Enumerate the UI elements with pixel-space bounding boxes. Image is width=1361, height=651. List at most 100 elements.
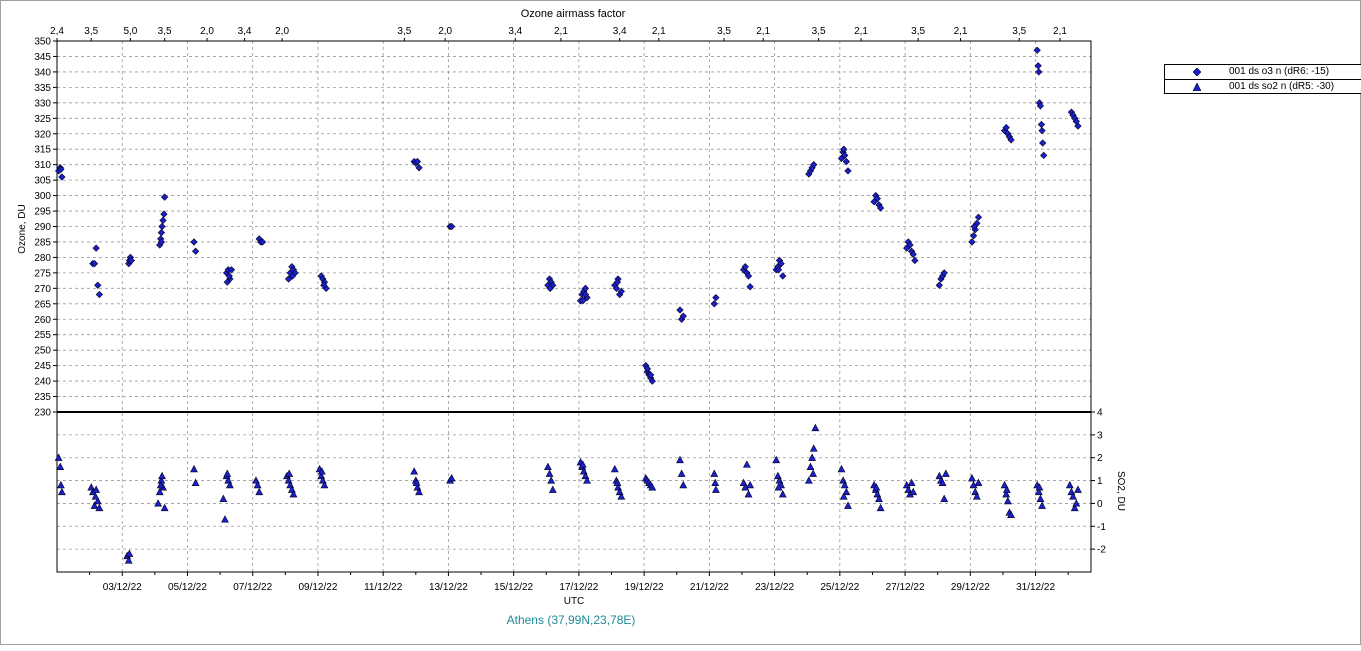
so2-point bbox=[677, 469, 686, 477]
so2-point bbox=[648, 483, 657, 491]
so2-point bbox=[839, 492, 848, 500]
so2-tick-label: 1 bbox=[1097, 476, 1103, 487]
airmass-tick-label: 2,1 bbox=[554, 26, 568, 37]
o3-point bbox=[1033, 46, 1041, 54]
airmass-tick-label: 2,0 bbox=[275, 26, 289, 37]
ozone-tick-label: 270 bbox=[34, 284, 51, 295]
diamond-marker-icon bbox=[1193, 68, 1201, 76]
date-tick-label: 29/12/22 bbox=[951, 582, 990, 593]
o3-point bbox=[911, 256, 919, 265]
airmass-tick-label: 2,4 bbox=[50, 26, 64, 37]
so2-point bbox=[1002, 490, 1011, 498]
airmass-tick-label: 5,0 bbox=[123, 26, 137, 37]
airmass-tick-label: 3,5 bbox=[84, 26, 98, 37]
o3-point bbox=[159, 216, 167, 224]
o3-point bbox=[873, 195, 881, 203]
so2-point bbox=[285, 469, 294, 477]
date-tick-label: 09/12/22 bbox=[298, 582, 337, 593]
airmass-tick-label: 3,4 bbox=[238, 26, 252, 37]
so2-point bbox=[547, 476, 556, 484]
airmass-tick-label: 2,1 bbox=[854, 26, 868, 37]
so2-point bbox=[93, 496, 102, 505]
so2-point bbox=[54, 453, 63, 461]
o3-point bbox=[579, 297, 587, 305]
o3-point bbox=[741, 263, 749, 271]
o3-point bbox=[940, 269, 948, 277]
airmass-tick-label: 2,1 bbox=[652, 26, 666, 37]
so2-point bbox=[844, 501, 852, 509]
o3-point bbox=[1034, 62, 1042, 70]
so2-point bbox=[842, 487, 851, 496]
so2-point bbox=[744, 490, 753, 498]
o3-point bbox=[415, 164, 423, 172]
so2-point bbox=[125, 549, 134, 557]
date-tick-label: 03/12/22 bbox=[103, 582, 142, 593]
so2-point bbox=[154, 499, 163, 507]
so2-point bbox=[774, 483, 783, 491]
so2-point bbox=[940, 494, 949, 502]
o3-point bbox=[92, 244, 100, 252]
station-label: Athens (37,99N,23,78E) bbox=[507, 613, 636, 627]
o3-point bbox=[57, 165, 65, 173]
so2-point bbox=[255, 487, 264, 496]
so2-point bbox=[746, 480, 755, 489]
so2-point bbox=[1000, 480, 1009, 489]
ozone-tick-label: 235 bbox=[34, 392, 51, 403]
o3-point bbox=[58, 173, 66, 181]
so2-point bbox=[809, 469, 817, 477]
o3-point bbox=[157, 229, 166, 237]
airmass-tick-label: 3,5 bbox=[397, 26, 411, 37]
ozone-tick-label: 285 bbox=[34, 237, 51, 248]
so2-point bbox=[1034, 487, 1043, 496]
so2-tick-label: 0 bbox=[1097, 499, 1103, 510]
so2-point bbox=[545, 469, 554, 477]
so2-point bbox=[613, 478, 622, 486]
o3-point bbox=[1035, 68, 1043, 76]
triangle-marker-icon bbox=[1193, 83, 1201, 91]
so2-point bbox=[219, 494, 228, 502]
so2-point bbox=[1035, 483, 1044, 491]
so2-point bbox=[221, 515, 229, 523]
so2-point bbox=[1070, 503, 1079, 512]
date-tick-label: 27/12/22 bbox=[886, 582, 925, 593]
ozone-tick-label: 275 bbox=[34, 268, 51, 279]
o3-point bbox=[1040, 151, 1048, 160]
o3-point bbox=[258, 238, 267, 246]
ozone-tick-label: 260 bbox=[34, 315, 51, 326]
so2-point bbox=[837, 464, 846, 473]
so2-point bbox=[158, 471, 166, 480]
so2-point bbox=[156, 480, 165, 489]
so2-point bbox=[808, 453, 817, 461]
so2-point bbox=[941, 469, 950, 477]
o3-point bbox=[679, 312, 687, 320]
date-tick-label: 11/12/22 bbox=[364, 582, 403, 593]
so2-point bbox=[91, 492, 100, 500]
o3-point bbox=[95, 290, 104, 299]
o3-point bbox=[320, 281, 328, 289]
so2-point bbox=[289, 490, 298, 498]
date-tick-label: 13/12/22 bbox=[429, 582, 468, 593]
so2-tick-label: 2 bbox=[1097, 453, 1103, 464]
ozone-tick-label: 295 bbox=[34, 207, 51, 218]
so2-point bbox=[253, 480, 262, 489]
o3-point bbox=[192, 247, 200, 255]
airmass-tick-label: 3,5 bbox=[911, 26, 925, 37]
ozone-tick-label: 305 bbox=[34, 176, 51, 187]
date-tick-label: 21/12/22 bbox=[690, 582, 729, 593]
airmass-tick-label: 3,4 bbox=[613, 26, 627, 37]
o3-point bbox=[970, 222, 978, 231]
so2-point bbox=[1069, 492, 1077, 500]
o3-point bbox=[127, 256, 135, 265]
so2-point bbox=[544, 462, 552, 470]
ozone-tick-label: 325 bbox=[34, 114, 51, 125]
date-tick-label: 23/12/22 bbox=[755, 582, 794, 593]
so2-point bbox=[875, 494, 883, 502]
airmass-tick-label: 3,5 bbox=[717, 26, 731, 37]
o3-point bbox=[448, 222, 456, 231]
o3-point bbox=[1038, 127, 1046, 135]
o3-point bbox=[160, 210, 168, 218]
ozone-tick-label: 250 bbox=[34, 346, 51, 357]
legend-item-so2: 001 ds so2 n (dR5: -30) bbox=[1165, 79, 1361, 94]
so2-point bbox=[410, 467, 419, 475]
